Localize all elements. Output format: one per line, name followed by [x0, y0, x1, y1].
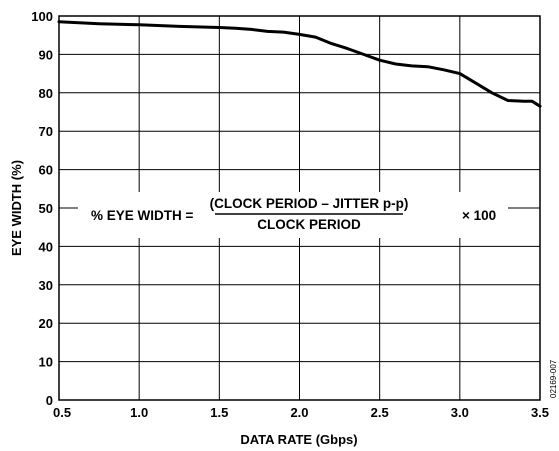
y-tick-label: 50: [39, 201, 53, 216]
x-tick-label: 2.5: [371, 405, 389, 420]
y-tick-label: 40: [39, 239, 53, 254]
y-tick-label: 90: [39, 47, 53, 62]
formula-rhs: × 100: [462, 208, 496, 223]
y-tick-label: 100: [31, 9, 53, 24]
y-tick-label: 60: [39, 163, 53, 178]
y-tick-label: 0: [46, 393, 53, 408]
figure-id: 02169-007: [549, 359, 558, 398]
y-tick-label: 20: [39, 316, 53, 331]
formula-numerator: (CLOCK PERIOD – JITTER p-p): [210, 196, 409, 211]
formula-lhs: % EYE WIDTH =: [91, 208, 194, 223]
x-tick-label: 2.0: [290, 405, 308, 420]
x-axis-label: DATA RATE (Gbps): [240, 432, 357, 447]
x-tick-label: 3.0: [451, 405, 469, 420]
x-tick-label: 1.0: [130, 405, 148, 420]
formula-background: [78, 192, 508, 238]
formula-denominator: CLOCK PERIOD: [257, 217, 361, 232]
y-tick-labels: 0 10 20 30 40 50 60 70 80 90 100: [31, 9, 53, 408]
y-tick-label: 70: [39, 124, 53, 139]
eye-width-line: [57, 20, 542, 108]
y-tick-label: 80: [39, 86, 53, 101]
y-axis-label: EYE WIDTH (%): [9, 160, 24, 256]
y-tick-label: 30: [39, 278, 53, 293]
x-tick-label: 0.5: [53, 405, 71, 420]
x-tick-label: 1.5: [210, 405, 228, 420]
x-tick-labels: 0.5 1.0 1.5 2.0 2.5 3.0 3.5: [53, 405, 549, 420]
y-tick-label: 10: [39, 355, 53, 370]
x-tick-label: 3.5: [531, 405, 549, 420]
